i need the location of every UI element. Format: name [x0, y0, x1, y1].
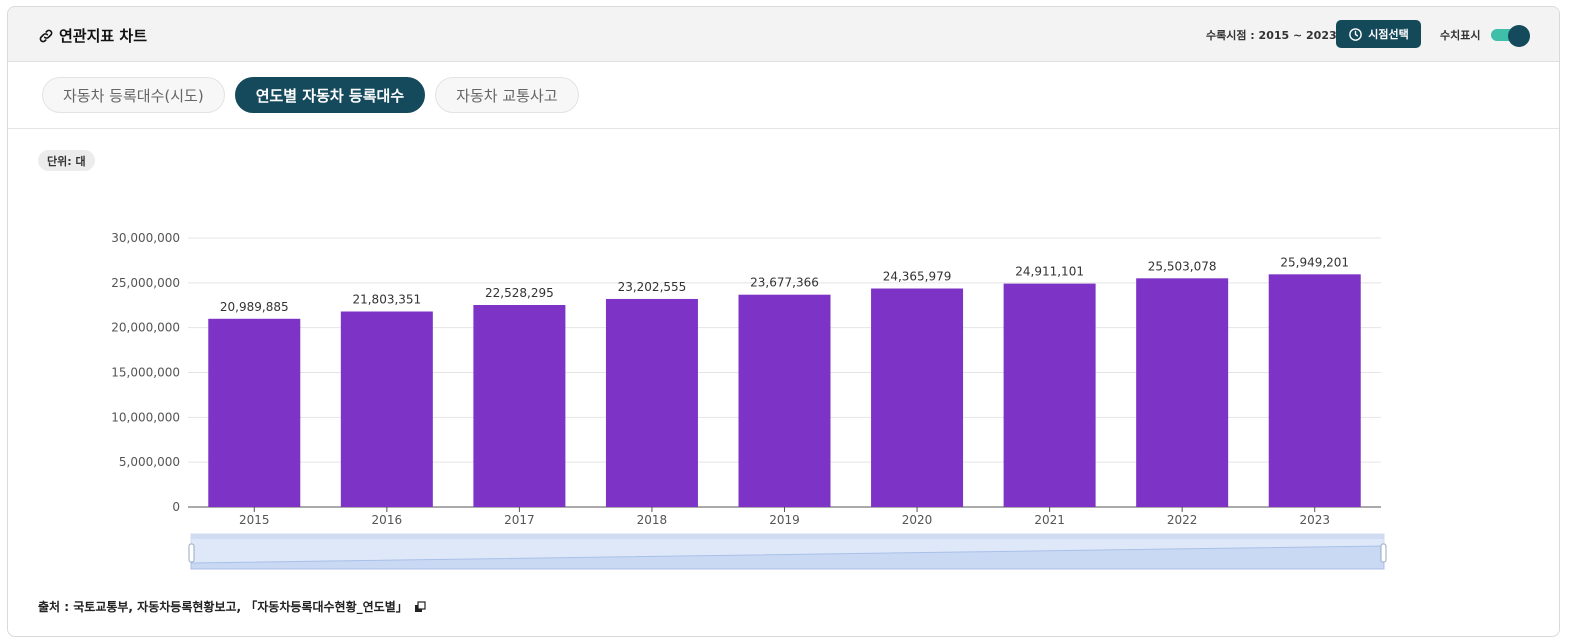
period-select-label: 시점선택 [1368, 28, 1409, 41]
y-tick-label: 5,000,000 [119, 455, 180, 469]
bar[interactable] [1268, 274, 1361, 507]
data-label: 24,911,101 [1015, 265, 1084, 279]
data-label: 23,202,555 [618, 280, 687, 294]
bar[interactable] [340, 311, 433, 507]
data-label: 25,949,201 [1280, 255, 1349, 269]
data-label: 21,803,351 [352, 292, 421, 306]
x-tick-label: 2022 [1167, 513, 1198, 527]
y-tick-label: 20,000,000 [111, 321, 180, 335]
x-tick-label: 2015 [239, 513, 270, 527]
data-label: 25,503,078 [1148, 259, 1217, 273]
panel-title-text: 연관지표 차트 [59, 27, 148, 45]
y-tick-label: 30,000,000 [111, 231, 180, 245]
tabs-divider [8, 128, 1559, 129]
values-toggle[interactable] [1491, 25, 1531, 47]
tab-traffic-accidents[interactable]: 자동차 교통사고 [435, 77, 579, 113]
values-toggle-label: 수치표시 [1440, 29, 1481, 42]
bar[interactable] [473, 304, 566, 507]
source-text: 출처 : 국토교통부, 자동차등록현황보고, 「자동차등록대수현황_연도별」 [38, 600, 408, 614]
zoom-slider-top-bar[interactable] [191, 534, 1384, 539]
data-label: 24,365,979 [883, 270, 952, 284]
tab-registrations-by-region[interactable]: 자동차 등록대수(시도) [42, 77, 225, 113]
y-tick-label: 0 [172, 500, 180, 514]
y-tick-label: 15,000,000 [111, 366, 180, 380]
x-tick-label: 2021 [1034, 513, 1065, 527]
bar[interactable] [1003, 283, 1096, 507]
data-label: 22,528,295 [485, 286, 554, 300]
x-tick-label: 2023 [1299, 513, 1330, 527]
zoom-slider-left-handle[interactable] [188, 543, 195, 563]
y-tick-label: 10,000,000 [111, 410, 180, 424]
zoom-slider-right-handle[interactable] [1380, 543, 1387, 563]
bar[interactable] [1136, 278, 1229, 507]
unit-badge: 단위: 대 [38, 150, 95, 171]
bar[interactable] [208, 318, 301, 507]
link-icon [39, 29, 53, 42]
period-label: 수록시점 : 2015 ~ 2023 [1206, 29, 1337, 42]
toggle-knob [1508, 25, 1530, 47]
panel-title: 연관지표 차트 [38, 25, 147, 46]
bar-chart: 0 5,000,000 10,000,000 15,000,000 20,000,000… [111, 231, 1387, 570]
x-tick-label: 2019 [769, 513, 800, 527]
x-tick-label: 2017 [504, 513, 535, 527]
source-note: 출처 : 국토교통부, 자동차등록현황보고, 「자동차등록대수현황_연도별」 [38, 598, 426, 615]
bar[interactable] [605, 298, 698, 507]
zoom-slider-preview [190, 545, 1385, 570]
clock-icon [1349, 27, 1363, 41]
external-link-icon[interactable] [414, 600, 426, 613]
y-tick-label: 25,000,000 [111, 276, 180, 290]
bar[interactable] [738, 294, 831, 507]
chart-tabs: 자동차 등록대수(시도) 연도별 자동차 등록대수 자동차 교통사고 [42, 77, 579, 113]
data-label: 20,989,885 [220, 300, 289, 314]
chart-panel: 연관지표 차트 수록시점 : 2015 ~ 2023 시점선택 수치표시 자동차… [7, 6, 1560, 637]
x-tick-label: 2020 [902, 513, 933, 527]
x-tick-label: 2016 [372, 513, 403, 527]
bar[interactable] [871, 288, 964, 507]
x-tick-label: 2018 [637, 513, 668, 527]
panel-header: 연관지표 차트 수록시점 : 2015 ~ 2023 시점선택 수치표시 [8, 7, 1559, 62]
period-select-button[interactable]: 시점선택 [1336, 20, 1421, 48]
tab-registrations-by-year[interactable]: 연도별 자동차 등록대수 [234, 77, 426, 113]
data-label: 23,677,366 [750, 276, 819, 290]
